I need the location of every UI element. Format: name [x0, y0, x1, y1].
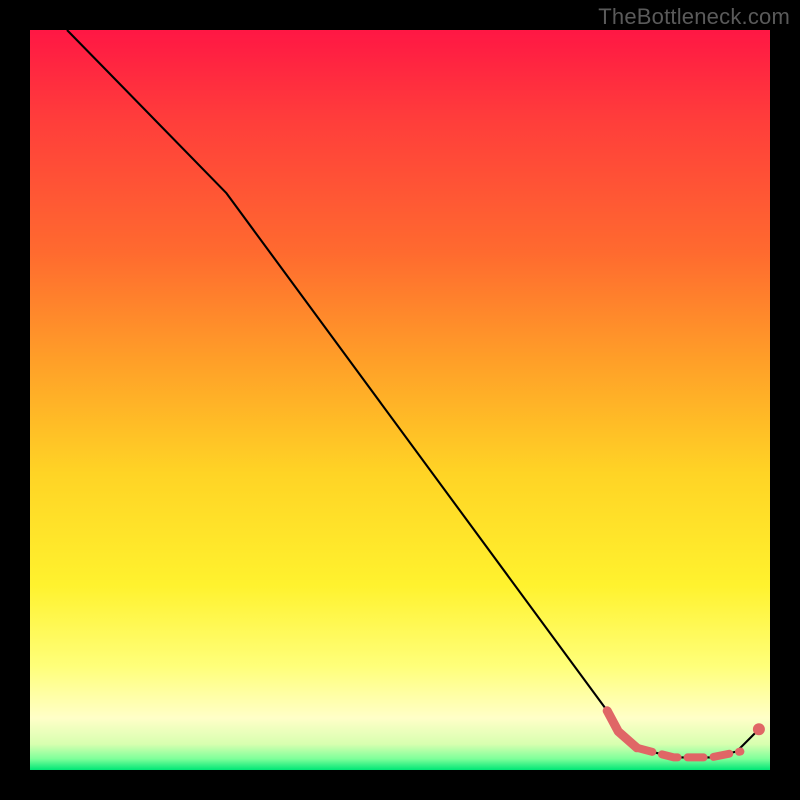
gradient-background	[30, 30, 770, 770]
chart-container: TheBottleneck.com	[0, 0, 800, 800]
end-marker-dot	[753, 723, 765, 735]
watermark-text: TheBottleneck.com	[598, 4, 790, 30]
plot-area	[30, 30, 770, 770]
chart-svg	[30, 30, 770, 770]
